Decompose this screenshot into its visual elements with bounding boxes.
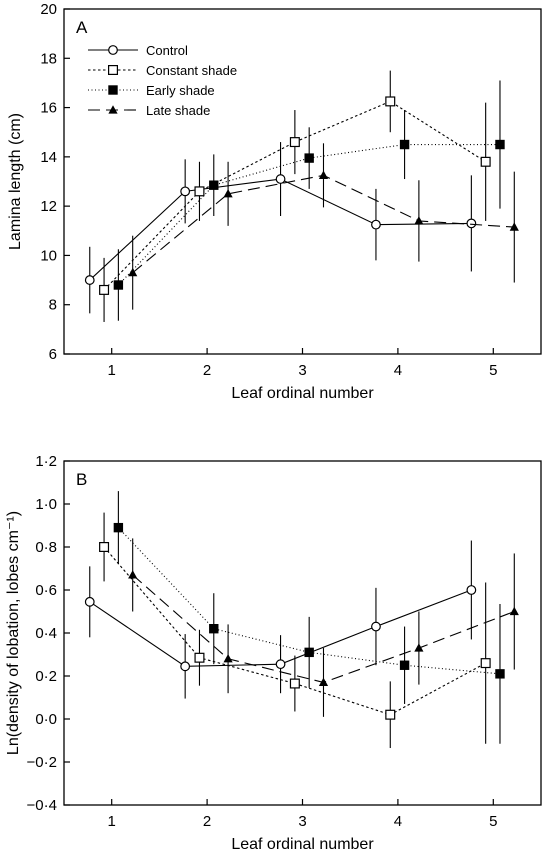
x-tick-label: 4 xyxy=(394,362,402,379)
series-control-point xyxy=(84,275,95,285)
series-late-shade-point xyxy=(318,677,329,687)
series-constant-shade-line xyxy=(103,100,486,291)
panel-b-label: B xyxy=(76,470,87,489)
series-late-shade-point xyxy=(223,189,233,198)
series-early-shade-point xyxy=(209,180,219,190)
series-late-shade-point xyxy=(318,170,329,179)
x-tick-label: 5 xyxy=(489,813,497,830)
series-constant-shade-point xyxy=(480,156,491,167)
y-tick-label: 18 xyxy=(40,50,57,67)
series-constant-shade-point xyxy=(289,137,300,148)
series-constant-shade-point xyxy=(289,678,300,689)
series-control-point xyxy=(466,585,477,595)
panel-b: −0·4 −0·2 0·0 0·2 0·4 0·6 0·8 1·0 1·2 1 2 3 4 5 Leaf o… xyxy=(5,453,542,853)
series-constant-shade-point xyxy=(194,652,205,663)
x-tick-label: 3 xyxy=(298,813,306,830)
series-control-point xyxy=(275,659,286,670)
series-control-point xyxy=(180,661,191,672)
series-early-shade-point xyxy=(304,153,314,163)
legend-marker xyxy=(108,85,118,95)
series-late-shade xyxy=(128,538,519,717)
series-early-shade-point xyxy=(399,139,410,150)
series-control-point xyxy=(466,218,477,229)
legend: Control Constant shade Early shade Late sha… xyxy=(88,43,237,118)
series-late-shade xyxy=(128,143,519,310)
x-tick-label: 5 xyxy=(489,362,497,379)
series-late-shade-point xyxy=(414,216,424,225)
panel-a-y-axis-label: Lamina length (cm) xyxy=(7,113,24,250)
series-control xyxy=(84,540,477,699)
y-tick-label: −0·2 xyxy=(27,754,57,771)
panel-a-plot-frame xyxy=(63,8,542,355)
series-early-shade-point xyxy=(304,647,314,658)
legend-entry: Constant shade xyxy=(146,63,237,78)
x-tick-label: 2 xyxy=(203,362,211,379)
y-tick-label: 1·2 xyxy=(35,453,57,470)
x-tick-label: 2 xyxy=(203,813,211,830)
y-tick-label: −0·4 xyxy=(27,797,57,814)
y-tick-label: 0·6 xyxy=(35,582,57,599)
panel-b-x-axis-label: Leaf ordinal number xyxy=(231,836,374,853)
legend-entry: Late shade xyxy=(146,103,210,118)
series-early-shade-point xyxy=(113,522,124,533)
series-late-shade-point xyxy=(509,222,519,231)
legend-entry: Early shade xyxy=(146,83,215,98)
legend-entry: Control xyxy=(146,43,188,58)
series-constant-shade-point xyxy=(99,541,110,552)
y-tick-label: 12 xyxy=(40,198,57,215)
y-tick-label: 0·0 xyxy=(35,711,57,728)
series-constant-shade-point xyxy=(99,284,110,295)
x-tick-label: 4 xyxy=(394,813,402,830)
series-control xyxy=(84,142,477,314)
series-control-point xyxy=(180,186,191,197)
y-tick-label: 14 xyxy=(40,149,57,166)
y-tick-label: 16 xyxy=(40,100,57,117)
series-early-shade-point xyxy=(495,139,505,150)
series-constant-shade-point xyxy=(385,96,396,107)
series-constant-shade xyxy=(99,70,491,322)
series-early-shade-point xyxy=(113,280,124,290)
y-tick-label: 1·0 xyxy=(35,496,57,513)
y-tick-label: 6 xyxy=(49,346,57,363)
series-constant-shade-point xyxy=(480,658,491,669)
series-late-shade-point xyxy=(414,643,424,652)
panel-b-y-axis-label: Ln(density of lobation, lobes cm⁻¹) xyxy=(5,511,22,755)
series-early-shade xyxy=(113,491,505,744)
series-control-point xyxy=(84,596,95,607)
series-control-point xyxy=(275,174,286,184)
series-early-shade-point xyxy=(399,660,410,670)
legend-marker xyxy=(107,64,118,75)
x-tick-label: 1 xyxy=(108,362,116,379)
y-tick-label: 0·4 xyxy=(35,625,57,642)
panel-a-label: A xyxy=(76,18,88,37)
series-constant-shade-point xyxy=(385,709,396,720)
series-constant-shade-point xyxy=(194,186,205,197)
x-tick-label: 1 xyxy=(108,813,116,830)
series-early-shade xyxy=(113,80,505,321)
series-late-shade-point xyxy=(509,606,519,616)
series-constant-shade xyxy=(99,512,491,749)
series-late-shade-point xyxy=(128,267,138,277)
legend-marker xyxy=(108,105,118,114)
series-early-shade-point xyxy=(495,669,505,679)
y-tick-label: 0·2 xyxy=(35,668,57,685)
series-early-shade-point xyxy=(209,624,219,634)
y-tick-label: 10 xyxy=(40,247,57,264)
series-control-point xyxy=(371,621,381,632)
y-tick-label: 8 xyxy=(49,297,57,314)
x-tick-label: 3 xyxy=(298,362,306,379)
y-tick-label: 0·8 xyxy=(35,539,57,556)
series-control-point xyxy=(371,219,381,230)
y-tick-label: 20 xyxy=(40,1,57,18)
series-late-shade-point xyxy=(223,654,233,663)
legend-marker xyxy=(108,45,118,55)
series-late-shade-point xyxy=(128,570,138,579)
series-constant-shade-line xyxy=(103,546,486,716)
panel-a-x-axis-label: Leaf ordinal number xyxy=(231,385,374,402)
